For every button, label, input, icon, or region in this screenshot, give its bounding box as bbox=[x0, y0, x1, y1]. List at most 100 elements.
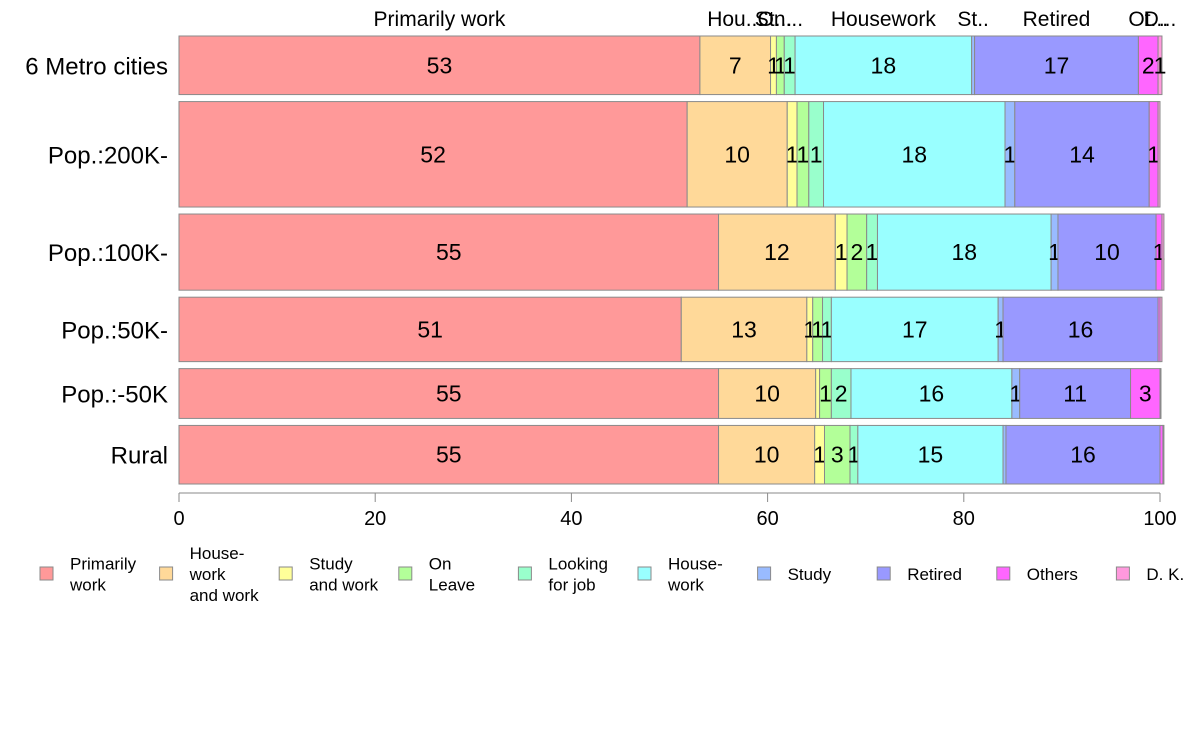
bar-value-label: 12 bbox=[764, 239, 790, 265]
top-series-label: St.. bbox=[957, 8, 989, 31]
bar-value-label: 16 bbox=[919, 381, 945, 407]
top-series-labels: Primarily work Hou...St...On... Housework S… bbox=[374, 8, 1177, 31]
top-series-label: On... bbox=[758, 8, 804, 31]
legend-label: Leave bbox=[429, 576, 475, 595]
bar-value-label: 1 bbox=[835, 239, 848, 265]
bar-segment bbox=[1014, 101, 1150, 208]
legend-label: On bbox=[429, 555, 452, 574]
bar-segment bbox=[178, 296, 682, 363]
bar-segment bbox=[178, 101, 688, 208]
bar-segment bbox=[974, 35, 1139, 96]
x-tick-label: 40 bbox=[560, 508, 582, 530]
bar-segment bbox=[718, 213, 836, 291]
x-tick-label: 20 bbox=[364, 508, 386, 530]
legend-label: D. K. bbox=[1146, 565, 1184, 584]
bar-segment bbox=[178, 368, 720, 419]
legend-label: work bbox=[189, 565, 226, 584]
bar-value-label: 2 bbox=[1142, 52, 1155, 78]
x-tick-label: 0 bbox=[173, 508, 184, 530]
bar-value-label: 16 bbox=[1068, 316, 1094, 342]
legend-swatch bbox=[159, 566, 174, 581]
bar-segment bbox=[1161, 213, 1165, 291]
bar-segment bbox=[718, 424, 816, 485]
bar-value-label: 52 bbox=[420, 141, 446, 167]
bar-value-label: 3 bbox=[831, 442, 844, 468]
legend-label: Study bbox=[309, 555, 353, 574]
bar-value-label: 18 bbox=[871, 52, 897, 78]
bar-segment bbox=[1159, 368, 1162, 419]
bar-value-label: 55 bbox=[436, 239, 462, 265]
top-series-label: Primarily work bbox=[374, 8, 506, 31]
legend-swatch bbox=[757, 566, 772, 581]
legend-label: Others bbox=[1027, 565, 1078, 584]
legend-swatch bbox=[278, 566, 293, 581]
x-tick-label: 60 bbox=[756, 508, 778, 530]
bar-value-label: 17 bbox=[902, 316, 928, 342]
bar-value-label: 15 bbox=[918, 442, 944, 468]
bar-segment bbox=[680, 296, 808, 363]
bar-value-label: 1 bbox=[819, 381, 832, 407]
bar-segment bbox=[794, 35, 973, 96]
category-label: Pop.:200K- bbox=[48, 142, 168, 169]
bar-value-label: 53 bbox=[427, 52, 453, 78]
bar-value-label: 1 bbox=[810, 141, 823, 167]
top-series-label: D... bbox=[1144, 8, 1177, 31]
legend-label: and work bbox=[309, 576, 378, 595]
legend-swatch bbox=[39, 566, 54, 581]
bar-segment bbox=[686, 101, 788, 208]
x-axis: 0 20 40 60 80 100 bbox=[173, 492, 1177, 530]
category-label: Rural bbox=[111, 443, 168, 470]
bar-segment bbox=[823, 101, 1006, 208]
bar-value-label: 18 bbox=[951, 239, 977, 265]
top-series-label: St... bbox=[755, 8, 792, 31]
bar-value-label: 1 bbox=[848, 442, 861, 468]
bar-segment bbox=[1005, 424, 1161, 485]
category-labels: 6 Metro cities Pop.:200K- Pop.:100K- Pop.:5… bbox=[25, 53, 168, 469]
bar-value-label: 14 bbox=[1069, 141, 1095, 167]
bar-value-label: 10 bbox=[1094, 239, 1120, 265]
legend-swatch bbox=[517, 566, 532, 581]
bar-value-label: 1 bbox=[1004, 141, 1017, 167]
bar-segment bbox=[876, 213, 1052, 291]
bar-value-label: 10 bbox=[754, 381, 780, 407]
bar-value-label: 10 bbox=[754, 442, 780, 468]
bar-segment bbox=[1157, 101, 1161, 208]
bar-value-label: 1 bbox=[786, 141, 799, 167]
bar-value-label: 55 bbox=[436, 442, 462, 468]
bar-value-label: 13 bbox=[731, 316, 757, 342]
bar-value-label: 18 bbox=[901, 141, 927, 167]
bar-value-label: 1 bbox=[1147, 141, 1160, 167]
bar-value-label: 1 bbox=[1154, 52, 1167, 78]
bar-segment bbox=[1057, 213, 1157, 291]
legend-swatch bbox=[876, 566, 891, 581]
top-series-label: Housework bbox=[831, 8, 937, 31]
category-label: Pop.:-50K bbox=[61, 382, 168, 409]
bar-segment bbox=[1162, 424, 1165, 485]
legend-label: and work bbox=[190, 586, 259, 605]
bar-value-label: 2 bbox=[835, 381, 848, 407]
bar-value-label: 51 bbox=[417, 316, 443, 342]
legend-label: House- bbox=[668, 555, 723, 574]
x-tick-label: 80 bbox=[953, 508, 975, 530]
top-series-label: Retired bbox=[1023, 8, 1091, 31]
top-series-label: Ot... bbox=[1128, 8, 1168, 31]
legend-label: Retired bbox=[907, 565, 962, 584]
bar-value-label: 1 bbox=[774, 52, 787, 78]
category-label: Pop.:50K- bbox=[61, 317, 168, 344]
bar-value-label: 1 bbox=[821, 316, 834, 342]
bar-value-label: 16 bbox=[1070, 442, 1096, 468]
bar-segment bbox=[178, 424, 720, 485]
bar-segment bbox=[1130, 368, 1161, 419]
legend-swatch bbox=[996, 566, 1011, 581]
bar-value-label: 11 bbox=[1063, 381, 1087, 407]
bar-segment bbox=[178, 213, 720, 291]
legend-swatch bbox=[1115, 566, 1130, 581]
legend-label: work bbox=[69, 576, 106, 595]
bar-value-label: 17 bbox=[1044, 52, 1070, 78]
legend-swatch bbox=[637, 566, 652, 581]
legend-label: Study bbox=[788, 565, 832, 584]
x-tick-label: 100 bbox=[1143, 508, 1176, 530]
bar-segment bbox=[1019, 368, 1132, 419]
legend-label: House- bbox=[190, 544, 245, 563]
